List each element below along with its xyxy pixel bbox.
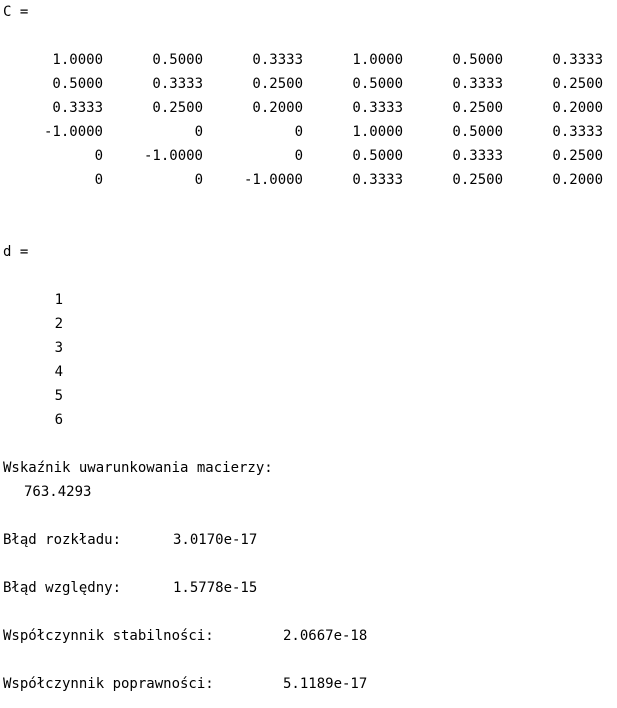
matrix-cell: 0.3333 — [552, 124, 603, 140]
correctness-coefficient-value: 5.1189e-17 — [283, 676, 368, 692]
matrix-cell: -1.0000 — [43, 124, 103, 140]
matrix-cell: 0.5000 — [452, 52, 503, 68]
matrix-cell: 0 — [194, 172, 203, 188]
condition-number-value: 763.4293 — [24, 484, 92, 500]
matrix-cell: -1.0000 — [243, 172, 303, 188]
matrix-cell: 0 — [294, 124, 303, 140]
matrix-cell: 0.3333 — [52, 100, 103, 116]
matrix-cell: 0 — [294, 148, 303, 164]
decomposition-error-label: Błąd rozkładu: — [3, 532, 122, 548]
matrix-cell: 0 — [94, 172, 103, 188]
vector-cell: 2 — [54, 316, 63, 332]
matrix-cell: 0.3333 — [352, 172, 403, 188]
vector-cell: 1 — [54, 292, 63, 308]
matrix-cell: 0.3333 — [252, 52, 303, 68]
matrix-cell: 1.0000 — [52, 52, 103, 68]
matrix-cell: 0.3333 — [552, 52, 603, 68]
matrix-cell: 0.2000 — [552, 100, 603, 116]
matrix-cell: 0.3333 — [152, 76, 203, 92]
matrix-cell: 0.3333 — [452, 148, 503, 164]
relative-error-value: 1.5778e-15 — [173, 580, 258, 596]
decomposition-error-value: 3.0170e-17 — [173, 532, 258, 548]
vector-cell: 4 — [54, 364, 63, 380]
matrix-cell: 0.2500 — [552, 148, 603, 164]
matrix-cell: 0.3333 — [452, 76, 503, 92]
matrix-cell: 0.2500 — [552, 76, 603, 92]
matrix-cell: 1.0000 — [352, 124, 403, 140]
relative-error-label: Błąd względny: — [3, 580, 122, 596]
matrix-cell: 0.2000 — [552, 172, 603, 188]
matrix-cell: 0.5000 — [352, 148, 403, 164]
matrix-cell: 0.2500 — [452, 172, 503, 188]
matrix-cell: 0.3333 — [352, 100, 403, 116]
matrix-cell: 0.2000 — [252, 100, 303, 116]
stability-coefficient-label: Współczynnik stabilności: — [3, 628, 214, 644]
matrix-cell: 0.2500 — [252, 76, 303, 92]
matrix-c-label: C = — [3, 4, 29, 20]
matrix-cell: 1.0000 — [352, 52, 403, 68]
matrix-cell: 0.5000 — [52, 76, 103, 92]
vector-d-label: d = — [3, 244, 29, 260]
matrix-cell: 0 — [94, 148, 103, 164]
correctness-coefficient-label: Współczynnik poprawności: — [3, 676, 214, 692]
matrix-cell: 0 — [194, 124, 203, 140]
matrix-cell: 0.5000 — [452, 124, 503, 140]
matrix-cell: 0.2500 — [152, 100, 203, 116]
vector-cell: 6 — [54, 412, 63, 428]
stability-coefficient-value: 2.0667e-18 — [283, 628, 368, 644]
matrix-cell: 0.5000 — [352, 76, 403, 92]
matrix-cell: -1.0000 — [143, 148, 203, 164]
vector-cell: 5 — [54, 388, 63, 404]
vector-cell: 3 — [54, 340, 63, 356]
condition-number-label: Wskaźnik uwarunkowania macierzy: — [3, 460, 273, 476]
matrix-cell: 0.5000 — [152, 52, 203, 68]
matrix-cell: 0.2500 — [452, 100, 503, 116]
